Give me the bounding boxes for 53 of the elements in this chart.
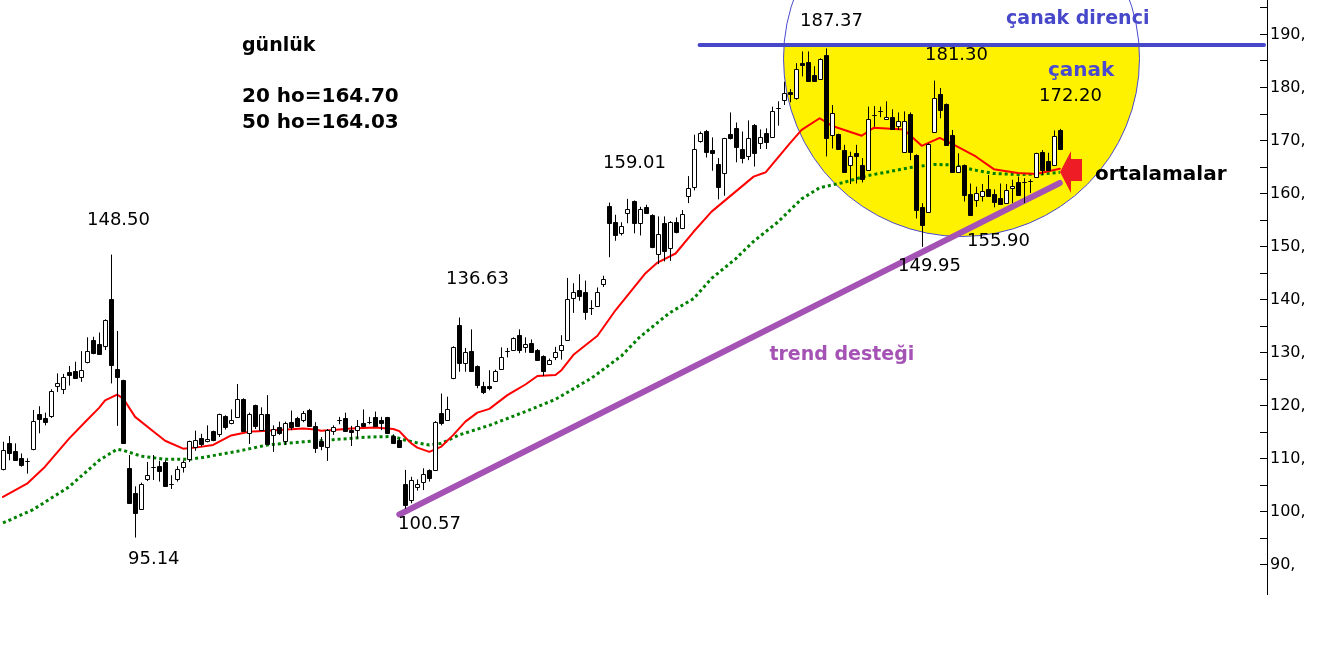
y-tick-label: 110, [1270,447,1306,467]
candlestick [169,474,174,490]
annotation: 100.57 [398,512,461,534]
y-tick-label: 190, [1270,23,1306,43]
annotation: 136.63 [446,267,509,289]
candlestick [565,277,570,341]
candlestick [49,388,54,419]
candlestick [686,175,691,204]
candlestick [175,465,180,483]
candlestick [1022,177,1027,204]
annotation: 159.01 [603,151,666,173]
annotation: 20 ho=164.70 [242,83,399,107]
candlestick [872,105,877,128]
candlestick [559,334,564,361]
candlestick [145,461,150,482]
candlestick [499,346,504,371]
candlestick [121,379,126,444]
annotation: 149.95 [898,254,961,276]
annotation: 95.14 [128,547,180,569]
candlestick [181,459,186,474]
annotation: 155.90 [967,229,1030,251]
y-tick-label: 150, [1270,235,1306,255]
y-tick-label: 180, [1270,76,1306,96]
candlestick [595,286,600,308]
series-label: trend desteği [769,342,915,365]
annotation: çanak [1048,57,1115,81]
candlestick [692,134,697,191]
series-label: çanak direnci [1006,6,1150,29]
y-tick-label: 170, [1270,129,1306,149]
candlestick [589,299,594,316]
annotation: 50 ho=164.03 [242,109,399,133]
annotation: 181.30 [925,43,988,65]
annotation: 187.37 [800,9,863,31]
candlestick [1028,178,1033,194]
text: günlük [242,33,316,56]
y-tick-label: 130, [1270,341,1306,361]
annotation: ortalamalar [1095,161,1227,185]
candlestick [553,346,558,361]
candlestick [625,198,630,224]
y-tick-label: 90, [1270,553,1296,573]
y-tick-label: 100, [1270,500,1306,520]
candlestick [878,106,883,118]
candlestick [25,457,30,475]
candlestick [776,100,781,127]
y-tick-label: 120, [1270,394,1306,414]
candlestick [493,369,498,383]
candlestick [31,409,36,451]
annotation: 148.50 [87,208,150,230]
y-tick-label: 160, [1270,182,1306,202]
candlestick [601,275,606,288]
candlestick [115,330,120,427]
y-tick-label: 140, [1270,288,1306,308]
annotation: 172.20 [1039,84,1102,106]
